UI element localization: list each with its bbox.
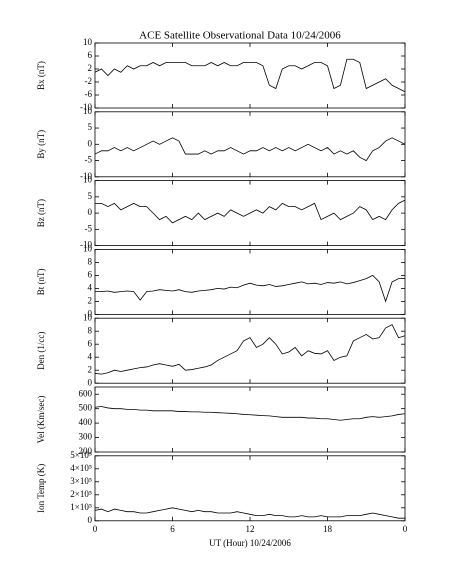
y-tick-label: 6 xyxy=(88,338,93,348)
panel-frame xyxy=(94,248,406,315)
panel-frame xyxy=(94,455,406,522)
y-tick-label: 4×10⁵ xyxy=(70,463,92,473)
y-tick-label: 6 xyxy=(88,50,93,60)
x-tick-label: 0 xyxy=(403,524,408,534)
panel-frame xyxy=(94,386,406,453)
y-axis-label: Ion Temp (K) xyxy=(36,464,46,513)
y-tick-label: 5 xyxy=(88,122,93,132)
panel-frame xyxy=(94,111,406,178)
y-tick-label: 10 xyxy=(83,243,93,253)
data-line xyxy=(94,406,406,421)
y-tick-label: 2 xyxy=(88,295,93,305)
data-line xyxy=(95,274,405,303)
y-tick-label: -6 xyxy=(85,89,93,99)
data-line xyxy=(94,58,406,93)
y-tick-label: 0 xyxy=(88,515,93,525)
y-tick-label: 8 xyxy=(88,325,93,335)
y-tick-label: -10 xyxy=(80,102,92,112)
x-tick-label: 6 xyxy=(170,524,175,534)
x-axis-label: UT (Hour) 10/24/2006 xyxy=(209,538,291,548)
y-tick-label: 3×10⁵ xyxy=(70,476,92,486)
y-tick-label: 10 xyxy=(83,175,93,185)
y-tick-label: 200 xyxy=(79,446,93,456)
y-tick-label: 0 xyxy=(88,308,93,318)
data-line xyxy=(95,199,406,224)
y-tick-label: 10 xyxy=(83,312,93,322)
y-tick-label: 300 xyxy=(79,432,93,442)
x-tick-label: 0 xyxy=(93,524,98,534)
y-axis-label: Bz (nT) xyxy=(36,199,46,227)
y-tick-label: 400 xyxy=(79,417,93,427)
panel-frame xyxy=(94,42,406,109)
y-tick-label: 10 xyxy=(83,37,93,47)
y-tick-label: 2 xyxy=(88,364,93,374)
y-tick-label: 4 xyxy=(88,282,93,292)
y-tick-label: 0 xyxy=(88,138,93,148)
y-tick-label: 1×10⁵ xyxy=(70,502,92,512)
y-tick-label: 600 xyxy=(79,388,93,398)
y-tick-label: 10 xyxy=(83,106,93,116)
y-tick-label: 4 xyxy=(88,351,93,361)
y-tick-label: -5 xyxy=(85,223,93,233)
y-tick-label: 5×10⁵ xyxy=(70,450,92,460)
data-line xyxy=(94,507,405,519)
y-axis-label: Vel (Km/sec) xyxy=(36,396,46,444)
y-tick-label: 500 xyxy=(79,403,93,413)
y-axis-label: Bt (nT) xyxy=(36,269,46,296)
x-tick-label: 12 xyxy=(246,524,255,534)
y-axis-label: Den (1/cc) xyxy=(36,332,46,370)
data-line xyxy=(94,137,406,162)
y-tick-label: 5 xyxy=(88,191,93,201)
chart-title: ACE Satellite Observational Data 10/24/2… xyxy=(139,30,341,42)
y-tick-label: -10 xyxy=(80,171,92,181)
y-tick-label: 8 xyxy=(88,256,93,266)
y-tick-label: -5 xyxy=(85,155,93,165)
x-tick-label: 18 xyxy=(323,524,333,534)
y-tick-label: -2 xyxy=(85,76,93,86)
y-tick-label: -10 xyxy=(80,240,92,250)
y-axis-label: Bx (nT) xyxy=(36,61,46,90)
y-tick-label: 0 xyxy=(88,377,93,387)
y-axis-label: By (nT) xyxy=(36,130,46,159)
y-tick-label: 2 xyxy=(88,63,93,73)
panel-frame xyxy=(94,317,406,384)
y-tick-label: 6 xyxy=(88,269,93,279)
data-line xyxy=(94,324,406,375)
y-tick-label: 0 xyxy=(88,207,93,217)
y-tick-label: 2×10⁵ xyxy=(70,489,92,499)
